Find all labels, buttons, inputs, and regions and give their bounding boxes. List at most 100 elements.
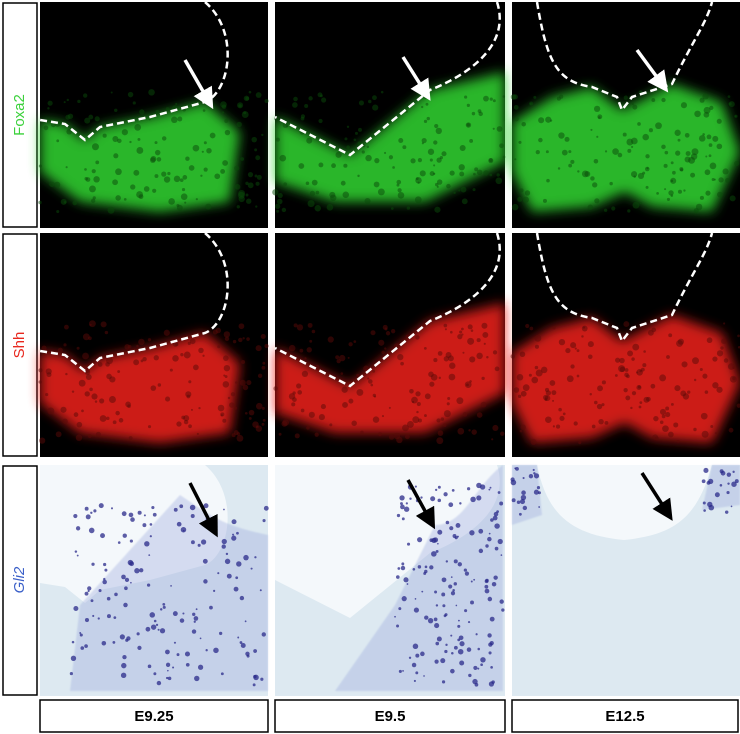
cell-texture	[449, 170, 455, 176]
cell-texture	[549, 380, 556, 386]
cell-texture	[734, 160, 740, 167]
stain-dot	[261, 632, 266, 637]
cell-texture	[94, 400, 98, 403]
cell-texture	[38, 200, 42, 205]
stain-dot	[435, 641, 440, 646]
stain-dot	[142, 523, 147, 528]
cell-texture	[519, 188, 524, 193]
cell-texture	[417, 157, 423, 163]
arrow	[183, 59, 214, 110]
cell-texture	[666, 355, 670, 359]
cell-texture	[596, 403, 603, 410]
cell-texture	[348, 398, 354, 404]
cell-texture	[301, 370, 309, 378]
cell-texture	[676, 439, 680, 443]
cell-texture	[662, 425, 669, 432]
stain-dot	[413, 607, 419, 613]
stain-dot	[76, 554, 79, 557]
cell-texture	[636, 371, 639, 374]
cell-texture	[340, 180, 346, 186]
stain-dot	[441, 680, 446, 684]
cell-texture	[449, 362, 456, 369]
cell-texture	[136, 344, 139, 348]
cell-texture	[544, 395, 551, 402]
cell-texture	[448, 355, 454, 362]
lumen	[537, 465, 712, 540]
cell-texture	[433, 358, 438, 363]
stain-dot	[134, 568, 140, 574]
cell-texture	[495, 177, 503, 185]
cell-texture	[65, 114, 71, 120]
stain-dot	[139, 568, 144, 573]
cell-texture	[434, 123, 439, 129]
cell-texture	[447, 396, 451, 401]
cell-texture	[409, 389, 414, 394]
cell-texture	[223, 331, 231, 338]
cell-texture	[587, 204, 593, 210]
stain-dot	[98, 503, 104, 509]
cell-texture	[77, 99, 81, 104]
stained-tissue	[275, 303, 505, 433]
cell-texture	[573, 421, 578, 426]
stain-dot	[120, 672, 127, 679]
image-panel	[38, 232, 269, 457]
cell-texture	[100, 321, 107, 328]
cell-texture	[397, 354, 404, 361]
cell-texture	[702, 133, 705, 136]
cell-texture	[217, 404, 225, 412]
stain-dot	[511, 498, 516, 503]
cell-texture	[84, 168, 87, 171]
stain-dot	[93, 509, 97, 513]
cell-texture	[205, 203, 212, 210]
cell-texture	[153, 355, 159, 361]
cell-texture	[93, 176, 100, 183]
stain-dot	[732, 470, 735, 474]
stain-dot	[497, 538, 503, 545]
cell-texture	[307, 322, 313, 328]
stain-dot	[516, 500, 521, 504]
stain-dot	[90, 599, 94, 603]
cell-texture	[264, 343, 269, 349]
cell-texture	[167, 171, 171, 176]
cell-texture	[223, 374, 226, 377]
cell-texture	[112, 135, 119, 142]
cell-texture	[419, 170, 426, 177]
gli2-expression	[512, 465, 740, 525]
cell-texture	[106, 416, 110, 421]
cell-texture	[581, 335, 584, 338]
cell-texture	[188, 165, 195, 171]
cell-texture	[494, 366, 500, 372]
cell-texture	[663, 163, 668, 168]
cell-texture	[674, 129, 681, 136]
stain-dot	[466, 647, 472, 652]
stain-dot	[522, 505, 528, 511]
stain-dot	[484, 588, 490, 594]
stain-dot	[437, 542, 439, 545]
cell-texture	[435, 127, 442, 135]
stain-dot	[176, 653, 180, 657]
cell-texture	[202, 109, 206, 112]
stain-dot	[730, 505, 733, 508]
stain-dot	[459, 502, 462, 505]
cell-texture	[577, 170, 580, 173]
stain-dot	[464, 571, 470, 576]
stain-dot	[113, 616, 117, 619]
stain-dot	[521, 490, 526, 495]
cell-texture	[457, 334, 463, 340]
cell-texture	[84, 177, 88, 181]
stain-dot	[73, 605, 79, 611]
cell-texture	[590, 128, 593, 131]
stain-dot	[167, 676, 172, 681]
cell-texture	[385, 331, 391, 336]
cell-texture	[436, 157, 442, 163]
cell-texture	[161, 136, 167, 141]
stain-dot	[451, 652, 454, 655]
stain-dot	[724, 510, 729, 514]
cell-texture	[198, 347, 204, 354]
stain-dot	[263, 505, 269, 511]
stain-dot	[406, 542, 411, 546]
cell-texture	[346, 125, 350, 128]
cell-texture	[306, 347, 312, 353]
stain-dot	[185, 662, 190, 667]
stain-dot	[420, 496, 423, 499]
